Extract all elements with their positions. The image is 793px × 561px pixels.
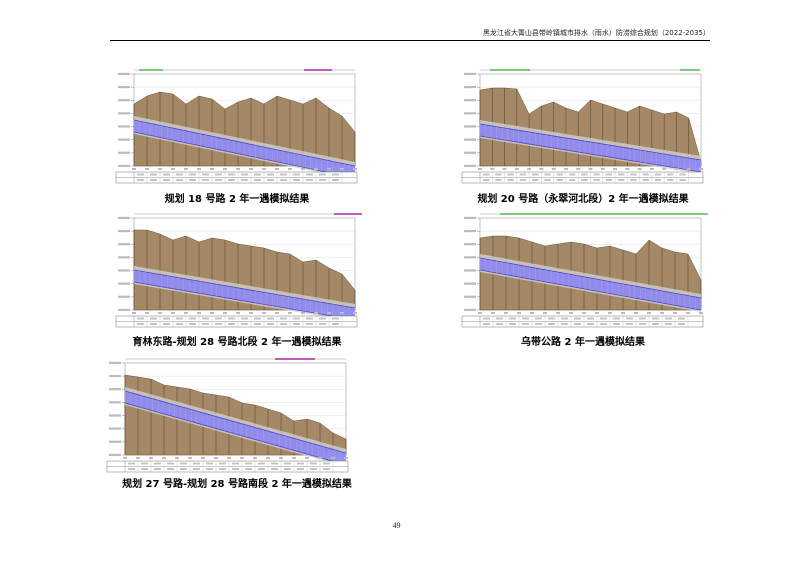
profile-svg-2: [458, 66, 708, 184]
page-number: 49: [392, 521, 401, 530]
profile-chart-5: [103, 355, 353, 473]
profile-svg-4: [458, 210, 708, 328]
profile-svg-3: [112, 210, 362, 328]
page-header: 黑龙江省大箐山县带岭镇城市排水（雨水）防涝综合规划（2022-2035）: [110, 28, 710, 41]
profile-chart-3: [112, 210, 362, 328]
figure-caption-2: 规划 20 号路（永翠河北段）2 年一遇模拟结果: [477, 194, 689, 205]
figure-caption-4: 乌带公路 2 年一遇模拟结果: [521, 337, 645, 348]
profile-chart-1: [112, 66, 362, 184]
figure-caption-3: 育林东路-规划 28 号路北段 2 年一遇模拟结果: [132, 337, 342, 348]
figure-caption-5: 规划 27 号路-规划 28 号路南段 2 年一遇模拟结果: [122, 479, 352, 490]
profile-svg-1: [112, 66, 362, 184]
profile-chart-2: [458, 66, 708, 184]
figure-caption-1: 规划 18 号路 2 年一遇模拟结果: [164, 194, 310, 205]
document-title: 黑龙江省大箐山县带岭镇城市排水（雨水）防涝综合规划（2022-2035）: [482, 29, 710, 37]
profile-chart-4: [458, 210, 708, 328]
profile-svg-5: [103, 355, 353, 473]
